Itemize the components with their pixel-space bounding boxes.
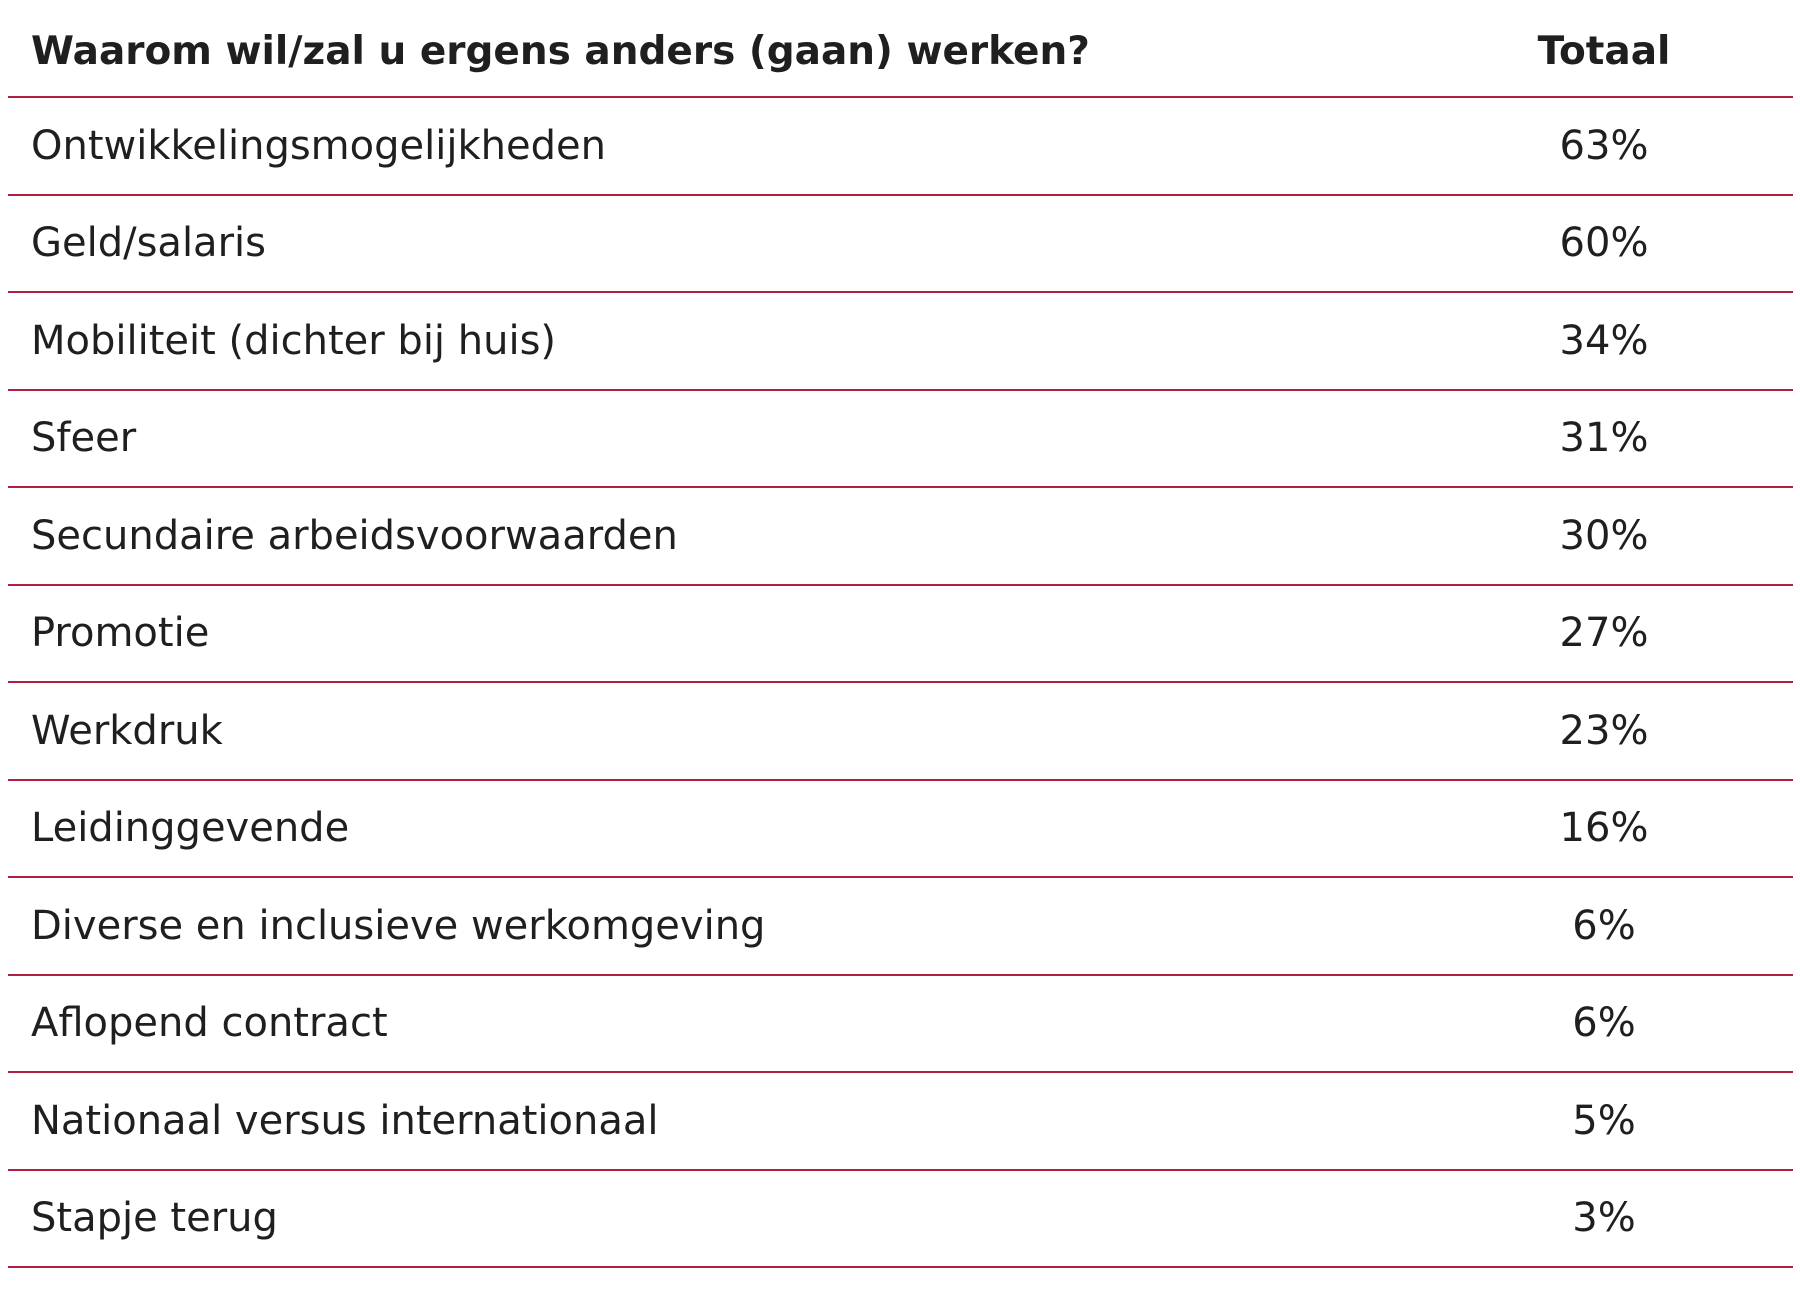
table-row: Promotie 27%: [8, 586, 1793, 683]
row-label: Werkdruk: [31, 707, 223, 754]
row-value: 6%: [1572, 902, 1636, 949]
row-value: 34%: [1559, 317, 1649, 364]
row-label: Geld/salaris: [31, 220, 266, 267]
row-label: Promotie: [31, 610, 210, 657]
row-label: Secundaire arbeidsvoorwaarden: [31, 512, 678, 559]
row-value: 3%: [1572, 1195, 1636, 1242]
table-row: Mobiliteit (dichter bij huis) 34%: [8, 293, 1793, 391]
table-row: Secundaire arbeidsvoorwaarden 30%: [8, 488, 1793, 586]
row-value: 27%: [1559, 610, 1649, 657]
table-row: Stapje terug 3%: [8, 1171, 1793, 1268]
table-header: Waarom wil/zal u ergens anders (gaan) we…: [8, 0, 1793, 98]
row-value: 31%: [1559, 415, 1649, 462]
row-value: 6%: [1572, 1000, 1636, 1047]
column-header-total: Totaal: [1537, 28, 1671, 74]
table-row: Nationaal versus internationaal 5%: [8, 1073, 1793, 1171]
row-value: 5%: [1572, 1097, 1636, 1144]
table-row: Diverse en inclusieve werkomgeving 6%: [8, 878, 1793, 976]
row-label: Aflopend contract: [31, 1000, 388, 1047]
table-row: Sfeer 31%: [8, 391, 1793, 488]
table-row: Werkdruk 23%: [8, 683, 1793, 781]
row-value: 23%: [1559, 707, 1649, 754]
row-label: Mobiliteit (dichter bij huis): [31, 317, 557, 364]
row-label: Nationaal versus internationaal: [31, 1097, 659, 1144]
row-label: Sfeer: [31, 415, 137, 462]
table-row: Ontwikkelingsmogelijkheden 63%: [8, 98, 1793, 196]
table-row: Geld/salaris 60%: [8, 196, 1793, 293]
column-header-question: Waarom wil/zal u ergens anders (gaan) we…: [31, 28, 1090, 74]
row-value: 16%: [1559, 805, 1649, 852]
row-value: 30%: [1559, 512, 1649, 559]
row-label: Ontwikkelingsmogelijkheden: [31, 122, 606, 169]
survey-table: Waarom wil/zal u ergens anders (gaan) we…: [8, 0, 1793, 1268]
row-label: Leidinggevende: [31, 805, 350, 852]
row-value: 60%: [1559, 220, 1649, 267]
row-label: Stapje terug: [31, 1195, 278, 1242]
table-row: Leidinggevende 16%: [8, 781, 1793, 878]
row-value: 63%: [1559, 122, 1649, 169]
table-row: Aflopend contract 6%: [8, 976, 1793, 1073]
row-label: Diverse en inclusieve werkomgeving: [31, 902, 766, 949]
